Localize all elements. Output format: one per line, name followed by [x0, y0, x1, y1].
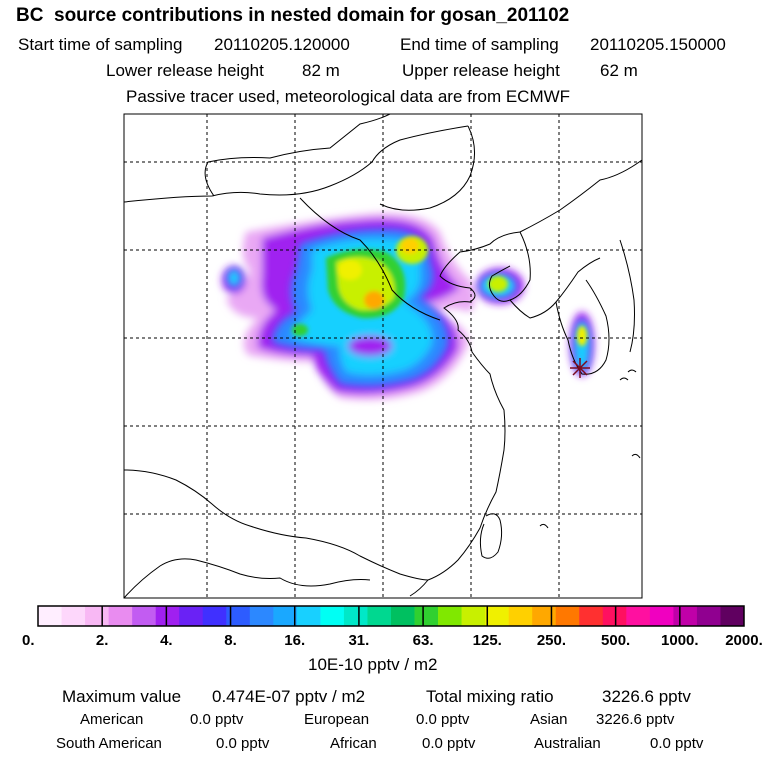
colorbar-swatch: [155, 606, 180, 626]
colorbar-swatch: [438, 606, 462, 626]
region-name: American: [80, 711, 144, 728]
colorbar-swatch: [132, 606, 156, 626]
map-frame: [123, 113, 643, 599]
colorbar-swatch: [555, 606, 580, 626]
colorbar-tick-label: 8.: [224, 632, 237, 649]
plume-layer: [222, 213, 594, 400]
upper-release-label: Upper release height: [402, 61, 560, 80]
tracer-note: Passive tracer used, meteorological data…: [126, 87, 571, 106]
region-value: 0.0 pptv: [650, 735, 704, 752]
lat-lon-grid: [124, 114, 642, 598]
colorbar-swatch: [296, 606, 321, 626]
colorbar-swatch: [226, 606, 251, 626]
colorbar-tick-label: 2000.: [725, 632, 763, 649]
colorbar-unit: 10E-10 pptv / m2: [308, 655, 438, 674]
colorbar-swatch: [626, 606, 651, 626]
colorbar-frame: [37, 605, 745, 627]
colorbar-swatch: [249, 606, 274, 626]
lower-release-label: Lower release height: [106, 61, 264, 80]
region-name: African: [330, 735, 377, 752]
colorbar-tick-label: 63.: [412, 632, 434, 649]
colorbar-tick-label: 16.: [284, 632, 306, 649]
max-value-label: Maximum value: [62, 687, 182, 706]
colorbar-tick-label: 250.: [536, 632, 567, 649]
colorbar-tick-label: 500.: [601, 632, 631, 649]
colorbar-swatch: [485, 606, 509, 626]
colorbar-swatch: [85, 606, 109, 626]
colorbar-tick-label: 2.: [95, 632, 109, 649]
region-name: Australian: [534, 735, 601, 752]
total-mixing-ratio-label: Total mixing ratio: [426, 687, 554, 706]
colorbar-swatch: [179, 606, 204, 626]
colorbar-swatch: [414, 606, 439, 626]
colorbar-swatch: [720, 606, 745, 626]
colorbar-swatch: [696, 606, 721, 626]
colorbar-swatch: [532, 606, 557, 626]
region-value: 3226.6 pptv: [596, 711, 675, 728]
colorbar-swatch: [38, 606, 62, 626]
colorbar-swatch: [367, 606, 392, 626]
region-name: South American: [56, 735, 162, 752]
colorbar-swatch: [391, 606, 415, 626]
total-mixing-ratio-value: 3226.6 pptv: [602, 687, 691, 706]
colorbar-swatch: [461, 606, 486, 626]
colorbar-swatch: [202, 606, 227, 626]
colorbar-swatch: [273, 606, 298, 626]
upper-release-value: 62 m: [600, 61, 638, 80]
max-value: 0.474E-07 pptv / m2: [212, 687, 366, 706]
colorbar-swatch: [108, 606, 133, 626]
colorbar-tick-label: 1000.: [661, 632, 699, 649]
release-site-marker: [570, 358, 590, 378]
colorbar-swatch: [343, 606, 368, 626]
colorbar-ticks: [101, 606, 681, 626]
end-time-label: End time of sampling: [400, 35, 559, 54]
colorbar-tick-label: 4.: [160, 632, 173, 649]
region-value: 0.0 pptv: [190, 711, 244, 728]
colorbar-tick-label: 125.: [472, 632, 502, 649]
colorbar-swatch: [649, 606, 674, 626]
region-value: 0.0 pptv: [416, 711, 470, 728]
colorbar: [38, 606, 745, 626]
coastlines: [124, 114, 642, 598]
colorbar-tick-label: 0.: [22, 632, 35, 649]
start-time-label: Start time of sampling: [18, 35, 183, 54]
lower-release-value: 82 m: [302, 61, 340, 80]
start-time-value: 20110205.120000: [214, 35, 350, 54]
region-value: 0.0 pptv: [216, 735, 270, 752]
end-time-value: 20110205.150000: [590, 35, 726, 54]
plume-peaks: [292, 236, 587, 346]
colorbar-swatch: [61, 606, 86, 626]
colorbar-swatch: [602, 606, 627, 626]
colorbar-swatch: [579, 606, 604, 626]
colorbar-swatch: [673, 606, 698, 626]
map-title: BC source contributions in nested domain…: [16, 5, 570, 26]
colorbar-tick-label: 31.: [348, 632, 370, 649]
region-name: European: [304, 711, 370, 728]
region-value: 0.0 pptv: [422, 735, 476, 752]
colorbar-swatch: [508, 606, 533, 626]
colorbar-swatch: [320, 606, 345, 626]
region-name: Asian: [530, 711, 568, 728]
